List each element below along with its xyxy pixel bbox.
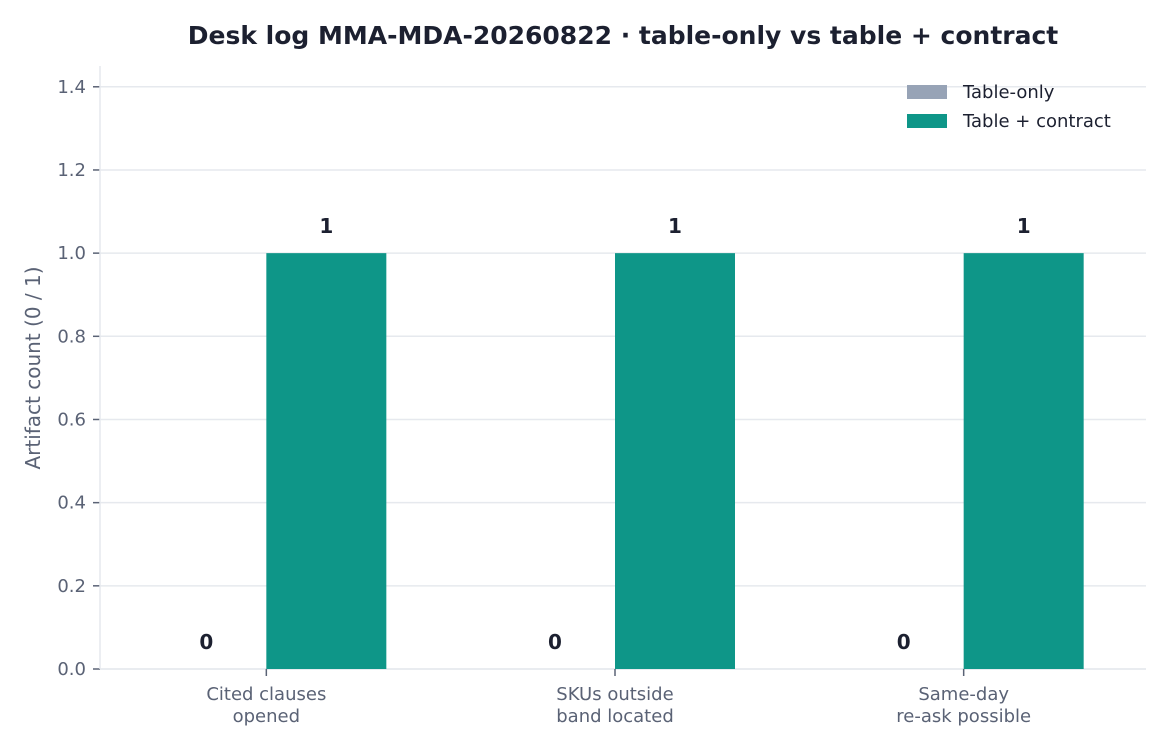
- bar-value-label: 0: [199, 630, 213, 654]
- bar-value-label: 1: [668, 214, 682, 238]
- x-tick-label: re-ask possible: [896, 706, 1031, 727]
- y-tick-label: 0.8: [57, 326, 86, 347]
- y-tick-label: 0.6: [57, 409, 86, 430]
- legend-swatch: [907, 85, 947, 99]
- y-axis-label: Artifact count (0 / 1): [21, 266, 45, 469]
- bar-value-label: 0: [897, 630, 911, 654]
- y-tick-label: 0.0: [57, 659, 86, 680]
- legend-label: Table + contract: [962, 111, 1111, 132]
- y-tick-label: 1.2: [57, 160, 86, 181]
- x-tick-label: opened: [233, 706, 300, 727]
- x-tick-label: Same-day: [918, 684, 1009, 705]
- legend: Table-only Table + contract: [907, 82, 1111, 132]
- y-tick-label: 1.0: [57, 243, 86, 264]
- bar: [266, 253, 387, 669]
- y-tick-label: 1.4: [57, 77, 86, 98]
- bar-value-label: 0: [548, 630, 562, 654]
- bars-layer: [266, 253, 1084, 669]
- x-tick-label: band located: [556, 706, 674, 727]
- bar-labels-layer: 0 1 0 1 0 1: [199, 214, 1030, 654]
- y-tick-label: 0.2: [57, 576, 86, 597]
- bar: [963, 253, 1084, 669]
- bar: [615, 253, 735, 669]
- x-tick-label: Cited clauses: [206, 684, 326, 705]
- chart-title: Desk log MMA-MDA-20260822 · table-only v…: [188, 21, 1059, 50]
- bar-value-label: 1: [319, 214, 333, 238]
- legend-label: Table-only: [962, 82, 1055, 103]
- y-tick-label: 0.4: [57, 493, 86, 514]
- legend-swatch: [907, 114, 947, 128]
- bar-value-label: 1: [1017, 214, 1031, 238]
- x-tick-label: SKUs outside: [556, 684, 673, 705]
